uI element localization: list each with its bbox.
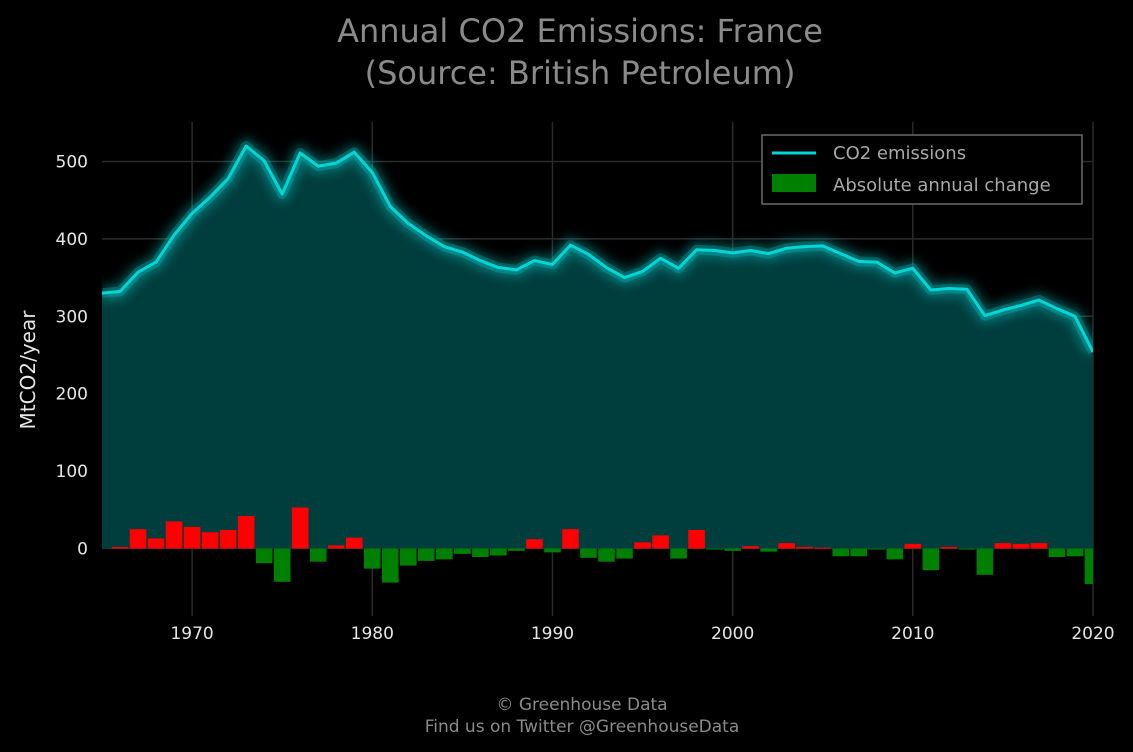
legend: CO2 emissions Absolute annual change [761,134,1083,205]
change-bar [472,548,489,558]
legend-label-change: Absolute annual change [833,175,1051,196]
change-bar [1066,548,1084,557]
change-bar [1048,548,1066,558]
change-bar [778,543,795,549]
y-tick-label: 300 [56,307,88,327]
change-bar [652,535,669,549]
x-tick-label: 1970 [170,624,213,644]
x-tick-label: 2010 [891,624,934,644]
change-bar [1012,543,1030,549]
x-tick-label: 2020 [1071,624,1114,644]
change-bar [309,548,327,562]
bars-layer [111,507,1093,585]
change-bar [165,521,183,549]
change-bar [147,538,165,549]
change-bar [760,548,777,552]
chart-subtitle: (Source: British Petroleum) [365,54,796,92]
change-bar [111,546,129,549]
line-layer [102,138,1093,356]
change-bar [490,548,507,556]
change-bar [363,548,381,569]
change-bar [742,546,759,549]
change-bar [922,548,940,571]
y-axis-label: MtCO2/year [16,310,40,430]
change-bar [904,543,922,549]
y-tick-label: 100 [56,462,88,482]
change-bar [814,547,832,549]
change-bar [183,526,201,549]
legend-box [761,134,1083,205]
tick-labels: 1970 1980 1990 2000 2010 2020 0 100 200 300 400 500 [56,153,1115,645]
emissions-area [102,146,1093,549]
change-bar [634,542,651,549]
area-layer [102,146,1093,549]
y-tick-label: 400 [56,230,88,250]
change-bar [273,548,291,582]
change-bar [418,548,435,561]
y-tick-label: 200 [56,385,88,405]
legend-bar-swatch [772,174,816,192]
change-bar [237,515,255,549]
change-bar [850,548,868,557]
change-bar [580,548,597,558]
change-bar [598,548,615,562]
y-tick-label: 0 [77,540,88,560]
change-bar [724,548,741,551]
change-bar [129,529,147,549]
change-bar [219,529,237,549]
change-bar [201,532,219,549]
emissions-line [102,144,1093,353]
x-tick-label: 1980 [351,624,394,644]
chart-title: Annual CO2 Emissions: France [337,12,823,50]
legend-label-emissions: CO2 emissions [833,143,966,164]
change-bar [1030,543,1048,549]
change-bar [868,548,886,550]
credit-line-1: © Greenhouse Data [496,695,667,715]
change-bar [976,548,994,575]
change-bar [670,548,687,559]
change-bar [454,548,471,554]
change-bar [526,539,543,549]
change-bar [796,546,813,549]
change-bar [688,529,705,549]
change-bar [706,548,723,550]
change-bar [544,548,561,553]
change-bar [958,548,976,550]
change-bar [291,507,309,549]
change-bar [436,548,453,560]
x-tick-label: 1990 [531,624,574,644]
change-bar [400,548,417,566]
change-bar [616,548,633,559]
change-bar [1084,548,1093,585]
change-bar [255,548,273,564]
change-bar [508,548,525,551]
change-bar [562,529,579,549]
credit-line-2: Find us on Twitter @GreenhouseData [425,717,740,737]
change-bar [382,548,399,583]
y-tick-label: 500 [56,153,88,173]
change-bar [832,548,850,557]
x-tick-label: 2000 [711,624,754,644]
change-bar [886,548,904,560]
change-bar [345,537,363,549]
change-bar [940,546,958,549]
change-bar [994,543,1012,549]
change-bar [327,545,345,549]
